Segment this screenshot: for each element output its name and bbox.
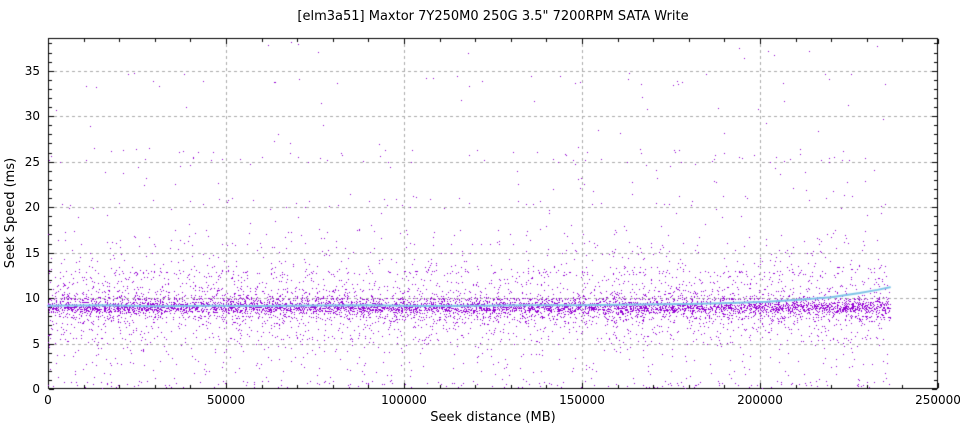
chart-title: [elm3a51] Maxtor 7Y250M0 250G 3.5" 7200R… <box>297 9 689 24</box>
x-tick-label: 0 <box>44 393 52 407</box>
y-tick-label: 35 <box>24 63 40 78</box>
y-tick-label: 5 <box>32 336 40 351</box>
y-tick-label: 30 <box>24 109 40 124</box>
x-tick-label: 250000 <box>915 393 960 407</box>
x-tick-label: 200000 <box>737 393 783 407</box>
x-tick-label: 100000 <box>381 393 427 407</box>
y-tick-label: 15 <box>24 245 40 260</box>
x-tick-label: 150000 <box>559 393 605 407</box>
x-tick-label: 50000 <box>206 393 246 407</box>
x-axis-label: Seek distance (MB) <box>430 410 556 425</box>
y-tick-label: 25 <box>24 154 40 169</box>
y-tick-label: 20 <box>24 200 40 215</box>
y-tick-label: 10 <box>24 291 40 306</box>
y-tick-label: 0 <box>32 382 40 396</box>
